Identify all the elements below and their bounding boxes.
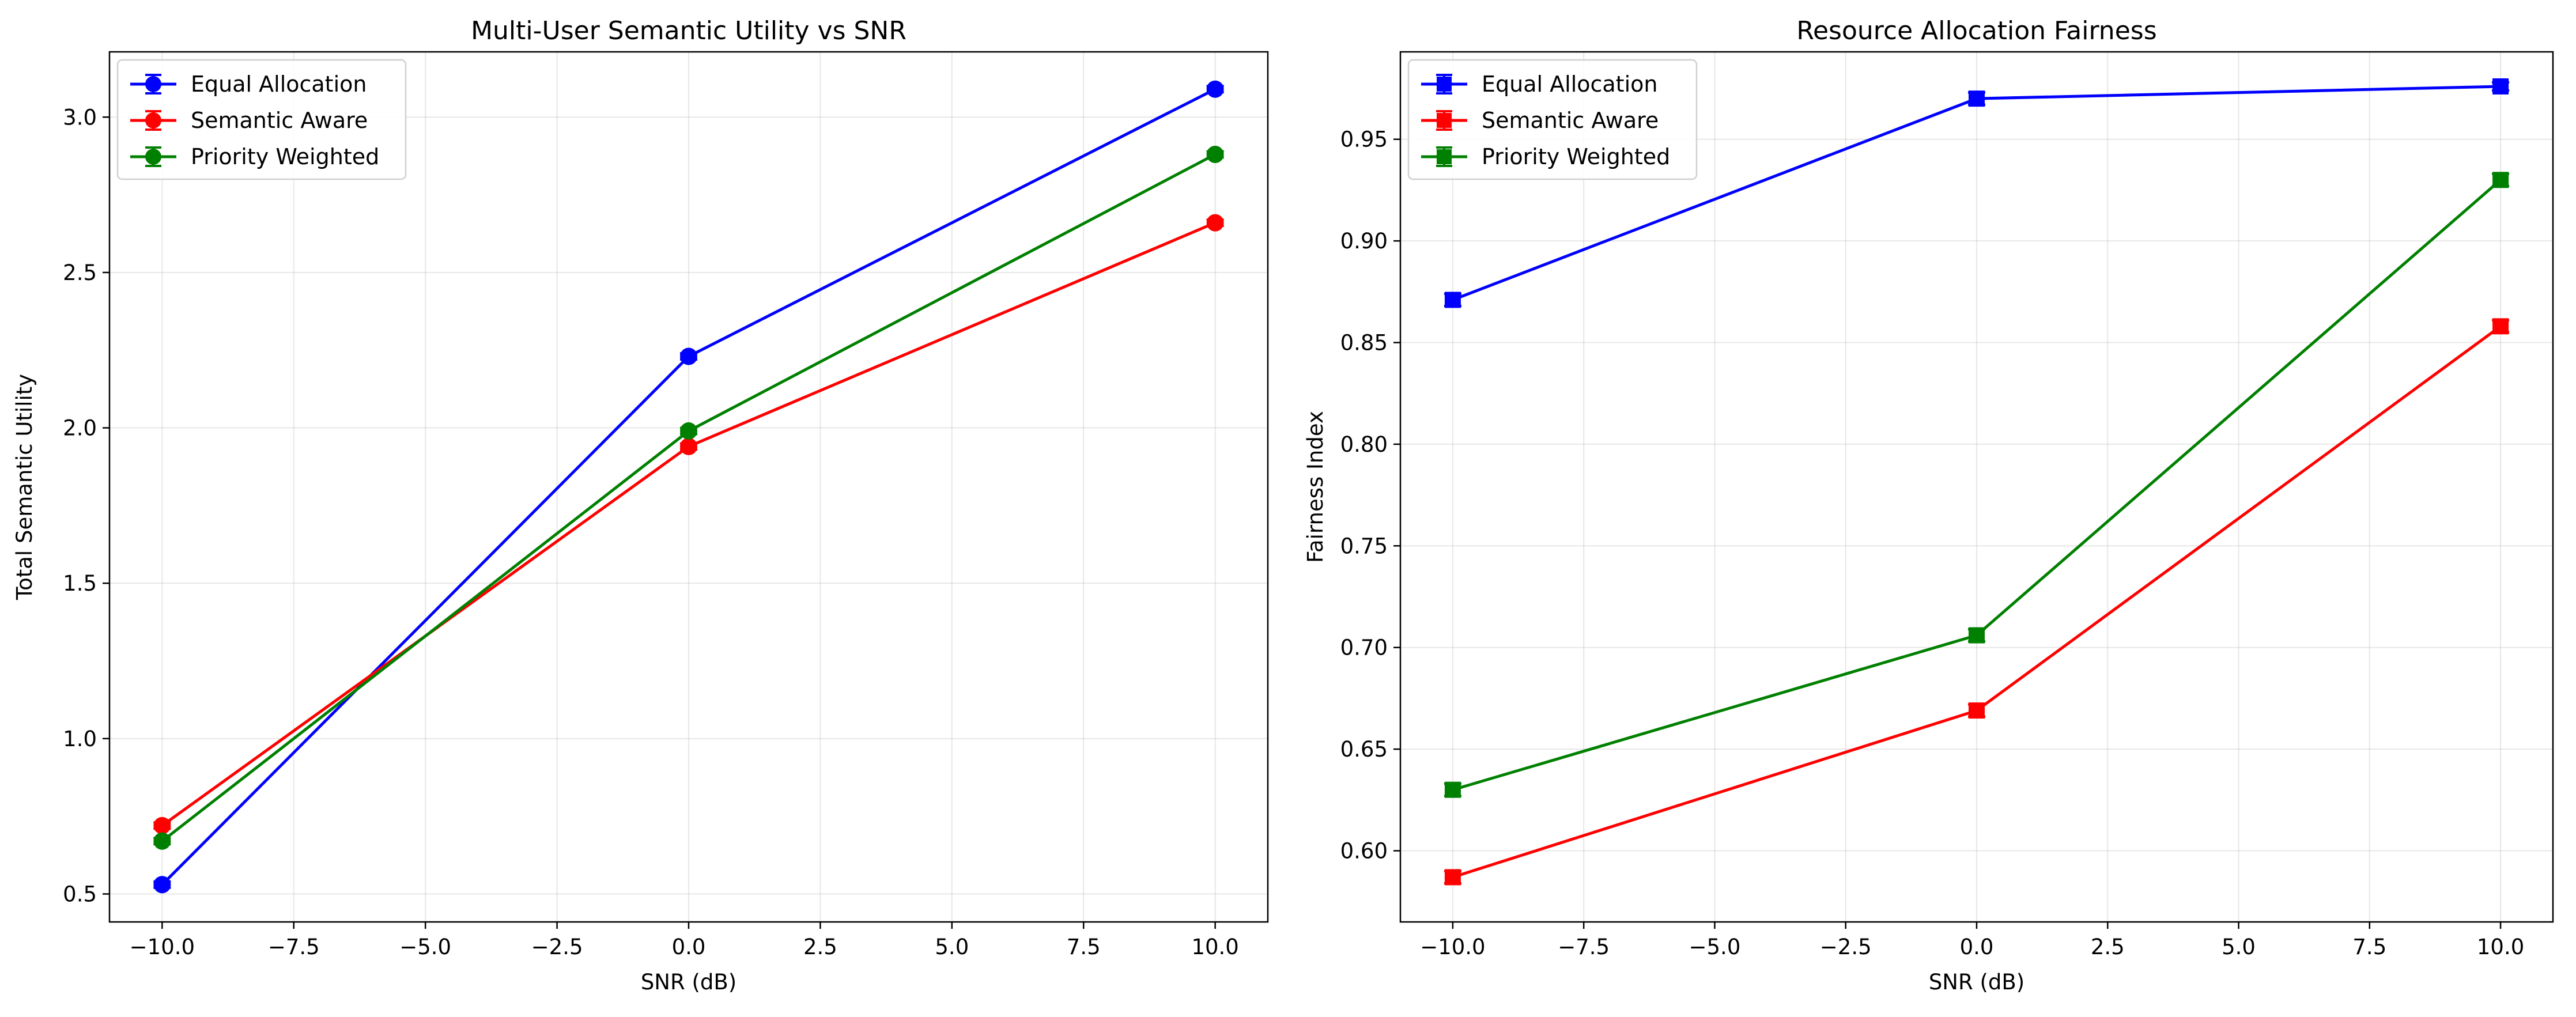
y-tick-label: 0.85: [1340, 331, 1388, 356]
legend-marker: [145, 112, 161, 128]
y-tick-label: 0.5: [63, 882, 97, 906]
x-tick-label: −7.5: [268, 935, 320, 959]
series-1: [153, 80, 1224, 894]
x-tick-label: −5.0: [1689, 935, 1741, 959]
legend: Equal Allocation Semantic Aware Priority W…: [116, 59, 407, 180]
data-point: [153, 816, 171, 834]
series-1: [1444, 78, 2510, 308]
y-tick-label: 1.5: [63, 571, 97, 596]
y-axis-label: Fairness Index: [1303, 411, 1328, 563]
x-tick-label: 0.0: [672, 935, 706, 959]
y-tick-label: 0.80: [1340, 432, 1388, 457]
y-tick-label: 0.65: [1340, 737, 1388, 762]
chart-title: Resource Allocation Fairness: [1796, 16, 2156, 46]
x-tick-label: 7.5: [2352, 935, 2386, 959]
y-tick-label: 1.0: [63, 727, 97, 751]
data-point: [2492, 318, 2509, 335]
y-tick-label: 2.0: [63, 416, 97, 441]
data-point: [153, 832, 171, 850]
x-tick-label: −10.0: [130, 935, 195, 959]
x-tick-label: 10.0: [2477, 935, 2524, 959]
y-tick-label: 0.60: [1340, 839, 1388, 864]
x-tick-label: −7.5: [1558, 935, 1610, 959]
legend-marker: [1437, 77, 1452, 92]
legend-box: [116, 59, 407, 180]
chart-2: −10.0 −7.5 −5.0 −2.5 0.0 2.5 5.0 7.5 10.0 0.60 0.6…: [1303, 16, 2554, 995]
x-axis-label: SNR (dB): [1929, 970, 2024, 995]
y-tick-label: 3.0: [63, 105, 97, 130]
legend-marker: [1437, 149, 1452, 164]
legend: Equal Allocation Semantic Aware Priority W…: [1407, 59, 1698, 180]
data-point: [1969, 627, 1985, 644]
x-tick-label: −5.0: [399, 935, 451, 959]
data-point: [680, 437, 697, 455]
data-point: [1444, 869, 1461, 886]
legend-label: Priority Weighted: [191, 144, 379, 169]
data-point: [1206, 80, 1224, 98]
legend-item: Equal Allocation: [130, 71, 367, 97]
y-tick-label: 0.95: [1340, 127, 1388, 152]
y-tick-label: 0.75: [1340, 534, 1388, 558]
data-point: [680, 422, 697, 440]
legend-label: Equal Allocation: [191, 71, 367, 97]
data-point: [2492, 172, 2509, 188]
x-tick-label: 7.5: [1067, 935, 1101, 959]
data-point: [1444, 292, 1461, 308]
data-point: [2492, 78, 2509, 94]
series-3: [153, 145, 1224, 850]
series-2: [153, 214, 1224, 834]
chart-1: −10.0 −7.5 −5.0 −2.5 0.0 2.5 5.0 7.5 10.0 0.5 1.0 1…: [12, 16, 1269, 995]
data-point: [153, 876, 171, 894]
x-tick-label: −2.5: [1820, 935, 1872, 959]
legend-item: Semantic Aware: [130, 108, 368, 133]
chart-title: Multi-User Semantic Utility vs SNR: [471, 16, 906, 46]
x-axis-label: SNR (dB): [641, 970, 736, 995]
legend-item: Semantic Aware: [1421, 108, 1659, 133]
y-tick-label: 2.5: [63, 260, 97, 285]
x-tick-label: −2.5: [531, 935, 583, 959]
plot-frame: [1399, 51, 2554, 923]
legend-label: Priority Weighted: [1482, 144, 1670, 169]
legend-item: Equal Allocation: [1421, 71, 1657, 97]
x-tick-label: 10.0: [1191, 935, 1238, 959]
y-tick-label: 0.70: [1340, 636, 1388, 660]
y-axis-label: Total Semantic Utility: [12, 374, 37, 600]
legend-marker: [145, 149, 161, 165]
legend-label: Semantic Aware: [191, 108, 368, 133]
x-tick-label: 0.0: [1960, 935, 1994, 959]
x-tick-label: 5.0: [2222, 935, 2256, 959]
data-point: [680, 347, 697, 365]
data-point: [1444, 781, 1461, 798]
data-point: [1969, 90, 1985, 107]
data-point: [1969, 702, 1985, 719]
data-point: [1206, 214, 1224, 232]
data-point: [1206, 145, 1224, 163]
legend-label: Semantic Aware: [1482, 108, 1659, 133]
legend-marker: [145, 76, 161, 92]
legend-item: Priority Weighted: [130, 144, 379, 169]
legend-item: Priority Weighted: [1421, 144, 1670, 169]
series-3: [1444, 172, 2510, 798]
legend-marker: [1437, 113, 1452, 128]
x-tick-label: 2.5: [803, 935, 837, 959]
plot-frame: [108, 51, 1269, 923]
legend-label: Equal Allocation: [1482, 71, 1657, 97]
x-tick-label: 5.0: [935, 935, 969, 959]
y-tick-label: 0.90: [1340, 229, 1388, 254]
x-tick-label: 2.5: [2091, 935, 2125, 959]
series-2: [1444, 318, 2510, 886]
x-tick-label: −10.0: [1420, 935, 1485, 959]
legend-box: [1407, 59, 1698, 180]
